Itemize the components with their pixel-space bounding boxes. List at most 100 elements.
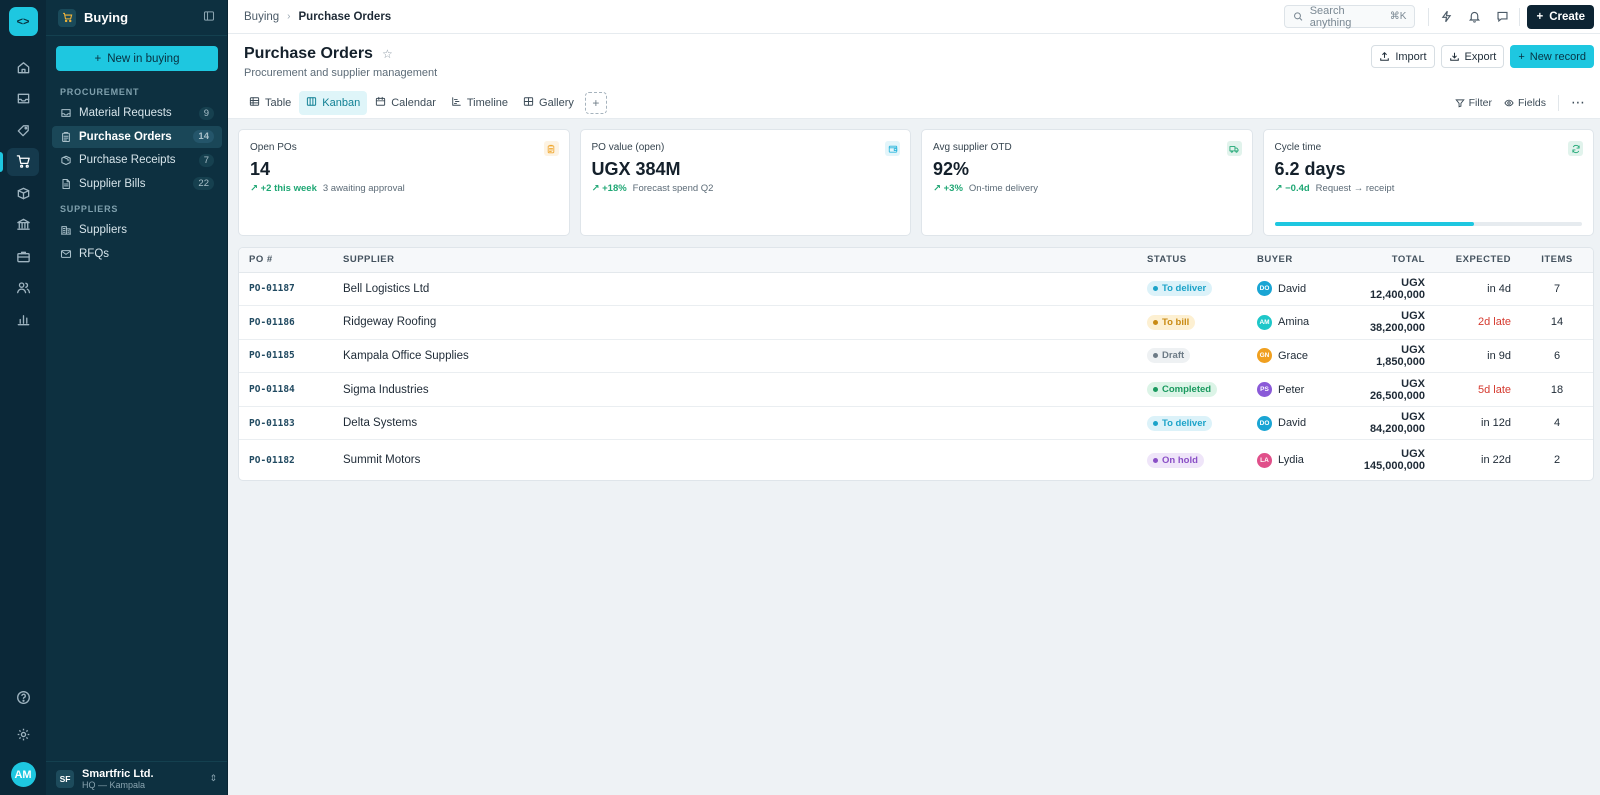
tab-calendar[interactable]: Calendar (368, 91, 443, 115)
kpi-sparkline (933, 193, 1245, 227)
bell-icon[interactable] (1460, 4, 1488, 30)
kpi-card-po-value-open[interactable]: PO value (open) UGX 384M ↗ +18% Forecast sp… (579, 129, 911, 236)
rail-bar-chart-icon[interactable] (7, 305, 39, 333)
table-row[interactable]: PO-01185 Kampala Office Supplies Draft GN Gr… (239, 339, 1593, 374)
column-header-supplier[interactable]: SUPPLIER (333, 248, 1137, 273)
help-icon[interactable] (7, 683, 39, 711)
status-dot (1153, 457, 1158, 463)
add-view-button[interactable]: + (584, 91, 607, 114)
kpi-progress-fill (1274, 222, 1475, 226)
rail-box-icon[interactable] (7, 179, 39, 207)
sidebar-item-label: Purchase Orders (79, 130, 172, 143)
sidebar-item-count: 7 (198, 153, 214, 167)
settings-gear-icon[interactable] (7, 721, 39, 749)
global-search-input[interactable]: Search anything ⌘K (1284, 5, 1416, 29)
order-total: UGX 38,200,000 (1343, 305, 1435, 340)
sidebar-sections: PROCUREMENT Material Requests 9 Purchase Or… (46, 79, 227, 267)
kpi-delta-value: −0.4d (1285, 183, 1310, 194)
import-button[interactable]: Import (1371, 45, 1435, 68)
filter-button[interactable]: Filter (1449, 97, 1498, 109)
import-label: Import (1395, 50, 1427, 63)
po-number[interactable]: PO-01185 (239, 339, 333, 374)
buyer-cell: GN Grace (1247, 339, 1343, 374)
status-cell: To deliver (1137, 272, 1247, 307)
buyer: LA Lydia (1257, 452, 1333, 468)
wallet-icon (885, 141, 900, 156)
po-number[interactable]: PO-01183 (239, 406, 333, 441)
breadcrumb-module[interactable]: Buying (244, 10, 280, 23)
new-record-button[interactable]: + New record (1510, 45, 1594, 68)
new-in-module-button[interactable]: + New in buying (56, 46, 218, 71)
fields-button[interactable]: Fields (1498, 97, 1552, 109)
module-sidebar: Buying + New in buying PROCUREMENT Materi… (46, 0, 228, 795)
rail-cart-icon[interactable] (7, 147, 39, 176)
sidebar-item-suppliers[interactable]: Suppliers (52, 219, 222, 241)
star-icon[interactable]: ☆ (381, 47, 393, 61)
tab-kanban[interactable]: Kanban (299, 90, 368, 115)
buyer-avatar: DO (1257, 281, 1272, 297)
kpi-delta-value: +2 this week (260, 183, 317, 194)
app-logo[interactable]: <> (8, 7, 38, 36)
column-header-total[interactable]: TOTAL (1343, 248, 1435, 273)
breadcrumb-current: Purchase Orders (298, 10, 392, 23)
column-header-items[interactable]: ITEMS (1521, 248, 1593, 273)
buyer-avatar: GN (1257, 348, 1272, 364)
rail-users-icon[interactable] (7, 274, 39, 302)
column-header-po[interactable]: PO # (239, 248, 333, 273)
search-shortcut: ⌘K (1389, 11, 1407, 22)
rail-briefcase-icon[interactable] (7, 242, 39, 270)
table-body: PO-01187 Bell Logistics Ltd To deliver DO Da… (239, 272, 1593, 480)
export-button[interactable]: Export (1440, 45, 1505, 68)
kpi-card-avg-supplier-otd[interactable]: Avg supplier OTD 92% ↗ +3% On-time delivery (921, 129, 1253, 236)
sidebar-item-rfqs[interactable]: RFQs (52, 243, 222, 265)
status-label: To bill (1162, 316, 1190, 328)
rail-bank-icon[interactable] (7, 211, 39, 239)
po-number[interactable]: PO-01186 (239, 305, 333, 340)
po-number[interactable]: PO-01187 (239, 272, 333, 307)
kpi-card-open-pos[interactable]: Open POs 14 ↗ +2 this week 3 awaiting appro… (238, 129, 570, 236)
table-row[interactable]: PO-01186 Ridgeway Roofing To bill AM Amina UG… (239, 305, 1593, 340)
table-row[interactable]: PO-01187 Bell Logistics Ltd To deliver DO Da… (239, 272, 1593, 307)
kpi-note: Forecast spend Q2 (632, 183, 714, 194)
tab-table[interactable]: Table (242, 91, 298, 115)
tab-gallery[interactable]: Gallery (516, 91, 581, 115)
sidebar-item-supplier-bills[interactable]: Supplier Bills 22 (52, 173, 222, 195)
sidebar-collapse-icon[interactable] (203, 10, 215, 25)
user-avatar[interactable]: AM (10, 762, 36, 787)
sidebar-item-material-requests[interactable]: Material Requests 9 (52, 102, 222, 124)
org-switcher[interactable]: SF Smartfric Ltd. HQ — Kampala ⇕ (46, 761, 227, 795)
table-row[interactable]: PO-01184 Sigma Industries Completed PS Peter… (239, 372, 1593, 407)
more-options-icon[interactable]: ⋯ (1571, 94, 1586, 110)
sidebar-section-title: SUPPLIERS (60, 204, 119, 215)
po-number[interactable]: PO-01182 (249, 454, 295, 466)
column-header-status[interactable]: STATUS (1137, 248, 1247, 273)
kpi-sparkline (592, 193, 904, 227)
new-record-label: New record (1529, 50, 1586, 63)
create-button[interactable]: + Create (1527, 4, 1594, 29)
kpi-card-cycle-time[interactable]: Cycle time 6.2 days ↗ −0.4d Request → recei… (1262, 129, 1594, 236)
table-row[interactable]: PO-01183 Delta Systems To deliver DO David UG… (239, 406, 1593, 441)
status-badge: To deliver (1147, 415, 1213, 431)
column-header-expected[interactable]: EXPECTED (1435, 248, 1521, 273)
org-location: HQ — Kampala (82, 779, 146, 790)
sidebar-item-purchase-receipts[interactable]: Purchase Receipts 7 (52, 149, 222, 171)
sidebar-item-label: Suppliers (79, 224, 127, 237)
mail-icon (60, 248, 72, 260)
plus-icon: + (1518, 50, 1525, 63)
expected-date: 2d late (1435, 305, 1521, 340)
kpi-trend: ↗ +18% Forecast spend Q2 (592, 183, 900, 194)
tab-timeline[interactable]: Timeline (444, 91, 515, 115)
column-header-buyer[interactable]: BUYER (1247, 248, 1343, 273)
kpi-trend: ↗ −0.4d Request → receipt (1275, 183, 1583, 194)
order-total: UGX 1,850,000 (1343, 339, 1435, 374)
lightning-icon[interactable] (1432, 4, 1460, 30)
export-label: Export (1464, 50, 1497, 63)
rail-inbox-icon[interactable] (7, 85, 39, 113)
chat-icon[interactable] (1488, 4, 1516, 30)
table-row[interactable]: PO-01182 Summit Motors On hold LA Lydia UGX 1… (239, 440, 1593, 480)
rail-tags-icon[interactable] (7, 116, 39, 144)
po-number[interactable]: PO-01184 (239, 372, 333, 407)
sidebar-item-purchase-orders[interactable]: Purchase Orders 14 (52, 125, 222, 148)
tab-label: Table (265, 96, 292, 109)
rail-home-icon[interactable] (7, 53, 39, 81)
